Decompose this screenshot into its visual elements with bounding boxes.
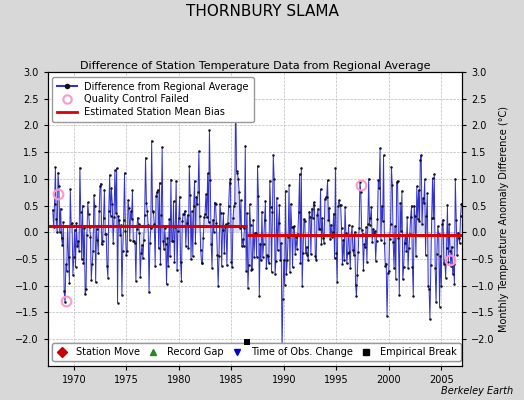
Y-axis label: Monthly Temperature Anomaly Difference (°C): Monthly Temperature Anomaly Difference (… <box>499 106 509 332</box>
Text: Berkeley Earth: Berkeley Earth <box>441 386 514 396</box>
Text: THORNBURY SLAMA: THORNBURY SLAMA <box>185 4 339 19</box>
Legend: Station Move, Record Gap, Time of Obs. Change, Empirical Break: Station Move, Record Gap, Time of Obs. C… <box>52 343 461 361</box>
Title: Difference of Station Temperature Data from Regional Average: Difference of Station Temperature Data f… <box>80 61 430 71</box>
